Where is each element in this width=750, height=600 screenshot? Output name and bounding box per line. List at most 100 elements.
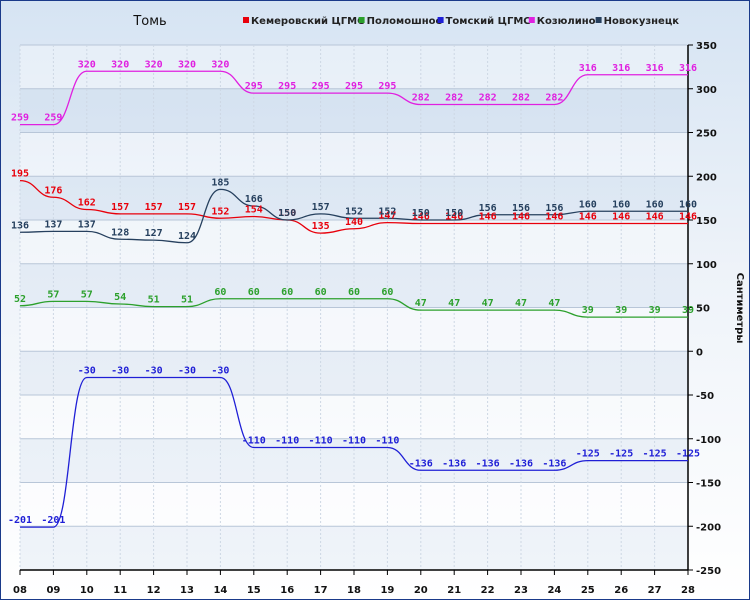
x-tick-label: 17 [314, 585, 328, 596]
data-label: 137 [44, 219, 62, 230]
legend: Кемеровский ЦГМС Поломошное Томский ЦГМС Ко… [243, 16, 679, 27]
axes: -250 -200 -150 -100 -50 0 50 100 150 200 250 300 350… [13, 41, 721, 596]
data-label: 282 [479, 93, 497, 104]
data-label: -201 [8, 515, 32, 526]
data-label: 51 [148, 295, 160, 306]
data-label: 295 [312, 81, 330, 92]
data-label: -110 [242, 436, 266, 447]
x-tick-label: 12 [147, 585, 161, 596]
data-label: 47 [548, 298, 560, 309]
x-tick-label: 27 [648, 585, 662, 596]
x-tick-label: 09 [46, 585, 60, 596]
chart-title: Томь [132, 14, 166, 29]
x-tick-label: 11 [113, 585, 127, 596]
x-tick-label: 23 [514, 585, 528, 596]
data-label: 39 [615, 305, 627, 316]
data-label: 39 [649, 305, 661, 316]
data-label: 140 [345, 217, 363, 228]
data-label: 150 [278, 208, 296, 219]
y-axis-label: Сантиметры [734, 273, 745, 344]
y-tick-label: 0 [696, 347, 703, 358]
data-label: -125 [576, 449, 600, 460]
data-label: 146 [646, 212, 664, 223]
data-label: -110 [309, 436, 333, 447]
x-tick-label: 22 [481, 585, 495, 596]
data-label: 185 [211, 177, 229, 188]
data-label: 160 [579, 199, 597, 210]
y-tick-label: 350 [696, 41, 717, 52]
data-label: 259 [11, 113, 29, 124]
data-label: 47 [482, 298, 494, 309]
x-tick-label: 25 [581, 585, 595, 596]
x-tick-label: 24 [547, 585, 561, 596]
series-line [20, 376, 688, 528]
data-label: 146 [679, 212, 697, 223]
data-label: -110 [342, 436, 366, 447]
data-label: -125 [609, 449, 633, 460]
data-label: 152 [345, 206, 363, 217]
data-label: -30 [111, 366, 129, 377]
data-label: 156 [479, 203, 497, 214]
data-label: 259 [44, 113, 62, 124]
data-label: 57 [81, 289, 93, 300]
data-label: 146 [579, 212, 597, 223]
y-tick-label: 50 [696, 304, 710, 315]
data-label: 137 [78, 219, 96, 230]
data-label: 135 [312, 221, 330, 232]
data-label: 146 [612, 212, 630, 223]
data-label: -125 [643, 449, 667, 460]
data-label: -110 [375, 436, 399, 447]
data-label: -30 [211, 366, 229, 377]
grid-band [20, 526, 688, 570]
y-tick-label: 200 [696, 172, 717, 183]
data-label: -30 [145, 366, 163, 377]
legend-swatch [437, 17, 444, 23]
data-label: 316 [579, 63, 597, 74]
data-label: 195 [11, 169, 29, 180]
data-label: 176 [44, 185, 62, 196]
x-tick-label: 28 [681, 585, 695, 596]
data-label: 57 [47, 289, 59, 300]
data-label: -136 [409, 458, 433, 469]
data-label: 316 [612, 63, 630, 74]
x-tick-label: 19 [380, 585, 394, 596]
data-label: 162 [78, 198, 96, 209]
data-label: 166 [245, 194, 263, 205]
data-label: 39 [682, 305, 694, 316]
legend-label: Кемеровский ЦГМС [251, 16, 364, 27]
data-label: 146 [512, 212, 530, 223]
data-label: 154 [245, 205, 263, 216]
x-tick-label: 26 [614, 585, 628, 596]
data-label: 295 [378, 81, 396, 92]
x-tick-label: 16 [280, 585, 294, 596]
series-line [19, 70, 688, 126]
data-label: 150 [412, 208, 430, 219]
legend-swatch [595, 17, 602, 23]
data-label: 320 [178, 59, 196, 70]
data-label: 320 [78, 59, 96, 70]
data-label: 147 [378, 211, 396, 222]
legend-swatch [243, 17, 249, 23]
data-label: 39 [582, 305, 594, 316]
data-label: 60 [281, 287, 293, 298]
data-label: 295 [245, 81, 263, 92]
data-label: 157 [145, 202, 163, 213]
x-tick-label: 15 [247, 585, 261, 596]
data-label: -30 [78, 366, 96, 377]
data-label: 136 [11, 220, 29, 231]
data-label: -30 [178, 366, 196, 377]
legend-swatch [358, 17, 365, 23]
x-tick-label: 08 [13, 585, 27, 596]
data-label: 320 [111, 59, 129, 70]
data-label: -136 [476, 458, 500, 469]
data-label: 60 [348, 287, 360, 298]
data-label: 51 [181, 295, 193, 306]
data-label: 52 [14, 294, 26, 305]
data-label: 320 [145, 59, 163, 70]
data-label: 47 [515, 298, 527, 309]
legend-label: Поломошное [367, 16, 443, 27]
data-label: 47 [448, 298, 460, 309]
legend-label: Томский ЦГМС [446, 16, 531, 27]
series-line [19, 179, 688, 234]
